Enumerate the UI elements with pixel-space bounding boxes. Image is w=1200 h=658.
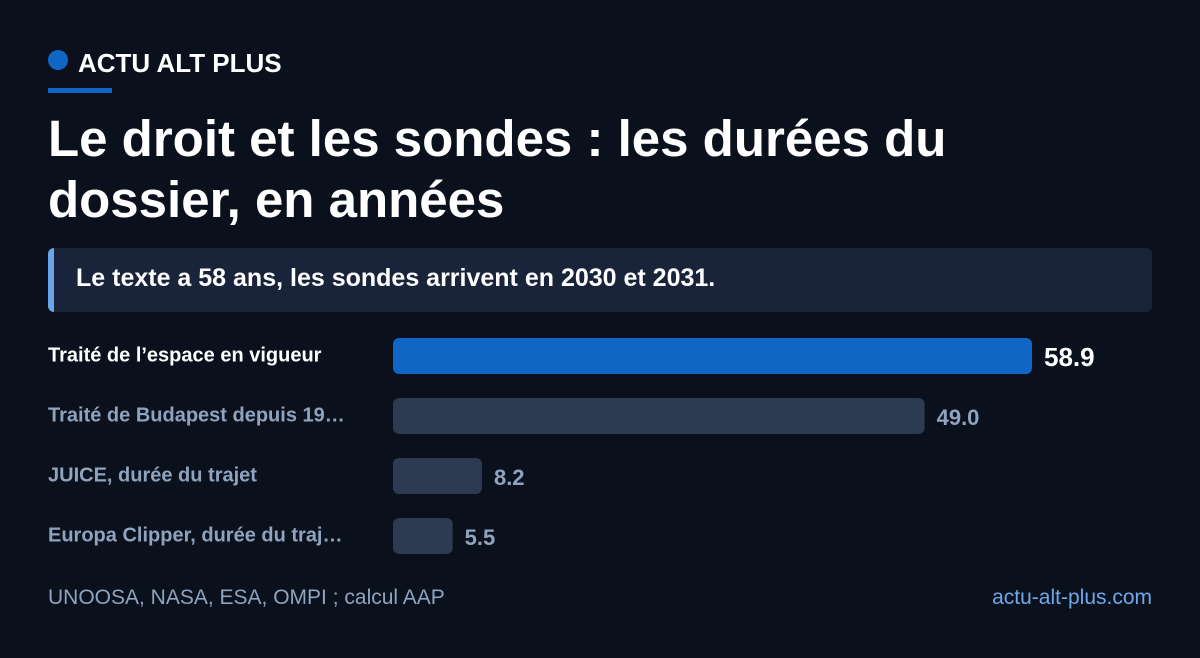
bar — [393, 458, 482, 494]
brand-dot — [48, 50, 68, 70]
bar — [393, 398, 925, 434]
brand-rule — [48, 88, 112, 93]
source: UNOOSA, NASA, ESA, OMPI ; calcul AAP — [48, 586, 445, 609]
bar — [393, 518, 453, 554]
value-label: 5.5 — [465, 525, 496, 550]
brand: ACTU ALT PLUS — [78, 48, 282, 78]
value-label: 58.9 — [1044, 342, 1095, 372]
category-label: JUICE, durée du trajet — [48, 464, 257, 486]
site-link[interactable]: actu-alt-plus.com — [992, 586, 1152, 609]
value-label: 8.2 — [494, 465, 525, 490]
category-label: Europa Clipper, durée du traj… — [48, 524, 343, 546]
value-label: 49.0 — [937, 405, 980, 430]
bar — [393, 338, 1032, 374]
category-label: Traité de Budapest depuis 19… — [48, 404, 345, 426]
chart-subtitle: Le texte a 58 ans, les sondes arrivent e… — [48, 248, 1152, 312]
category-label: Traité de l’espace en vigueur — [48, 344, 322, 366]
chart-title: Le droit et les sondes : les durées du d… — [48, 110, 947, 228]
